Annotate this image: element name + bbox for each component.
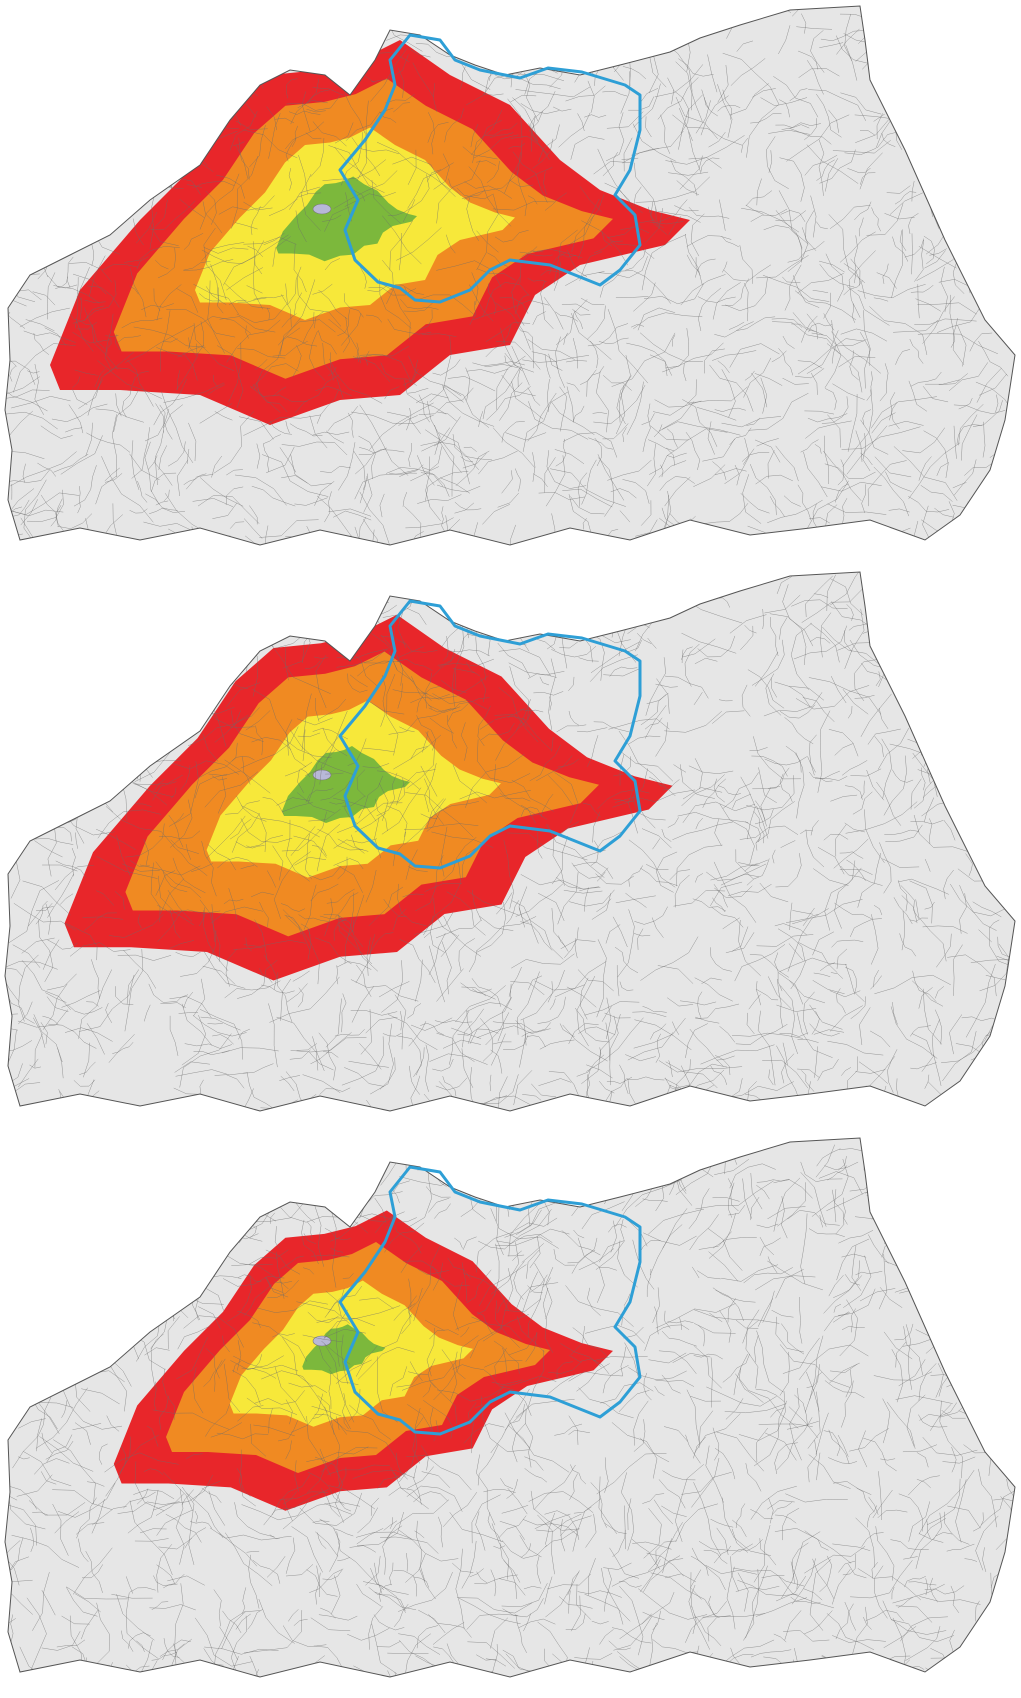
ring-green [282,746,410,823]
highlighted-border [338,599,642,870]
map-3-svg [4,1137,1016,1678]
ring-green [276,176,417,262]
core-marker [312,769,332,781]
ring-green [302,1324,386,1375]
core-marker [312,1335,332,1347]
map-panel-3 [0,1132,1021,1698]
region-outline [4,5,1016,546]
region-outline [4,571,1016,1112]
highlighted-border [338,33,642,304]
map-panel-2 [0,566,1021,1132]
core-marker [312,203,332,215]
map-1-svg [4,5,1016,546]
activity-rings [5,6,1015,545]
activity-rings [5,1138,1015,1677]
map-2-svg [4,571,1016,1112]
highlighted-border [338,1165,642,1436]
region-outline [4,1137,1016,1678]
map-panel-1 [0,0,1021,566]
